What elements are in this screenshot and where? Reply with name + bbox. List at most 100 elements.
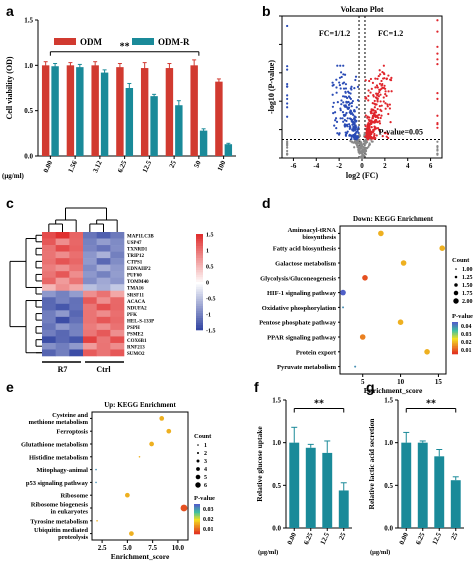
panel-c-heatmap-cell — [110, 297, 125, 305]
panel-a-bar — [100, 72, 109, 156]
panel-e-legend-p-step — [194, 513, 200, 515]
panel-c-colorbar-step — [196, 294, 203, 297]
panel-b-point — [384, 90, 387, 93]
panel-b-point — [370, 140, 373, 143]
panel-c-heatmap-cell — [69, 342, 84, 350]
panel-b-point — [371, 136, 375, 139]
panel-e-legend-p-step — [194, 525, 200, 527]
panel-a-y-tick-label: 0.0 — [24, 153, 33, 161]
panel-c-colorbar-label: -1 — [206, 313, 211, 319]
panel-c-heatmap-cell — [69, 258, 84, 265]
panel-c-heatmap-cell — [42, 277, 56, 285]
panel-b-point — [332, 112, 335, 115]
panel-b-point — [286, 94, 289, 97]
panel-e-legend-count-dot — [197, 444, 199, 446]
panel-b-point — [347, 90, 350, 93]
panel-c-gene-label: TMA16 — [127, 287, 144, 292]
panel-c-heatmap-cell — [96, 271, 111, 278]
panel-c-colorbar-step — [196, 248, 203, 252]
panel-c-colorbar-step — [196, 282, 203, 285]
panel-f-y-tick-label: 0.5 — [272, 482, 281, 490]
panel-d-legend-count-dot — [454, 283, 458, 287]
panel-b-point — [341, 111, 345, 114]
panel-c-colorbar-step — [196, 298, 203, 302]
panel-c-heatmap-cell — [96, 310, 111, 318]
panel-c-heatmap-cell — [69, 297, 84, 305]
panel-c-colorbar-step — [196, 315, 203, 319]
panel-b-point — [373, 106, 376, 109]
panel-a-x-tick-label: 6.25 — [116, 159, 129, 174]
panel-b-point — [346, 117, 349, 120]
panel-b-point — [358, 134, 361, 137]
panel-e-category-label: Histidine metabolism — [29, 454, 89, 461]
panel-d-legend-p-step — [452, 350, 458, 353]
panel-d-legend-count-label: 1.75 — [462, 291, 473, 297]
panel-b-point — [340, 103, 343, 106]
panel-d-dot — [400, 260, 407, 266]
panel-b-point — [352, 129, 355, 132]
panel-b-point — [436, 145, 439, 149]
panel-g-lactic-acid: 0.0 0.5 1.0 1.5 Relative lactic acid secreti… — [367, 397, 464, 556]
panel-f-y-axis-label: Relative glucose uptake — [255, 426, 264, 502]
panel-g-x-tick-label: 12.5 — [431, 531, 444, 546]
panel-e-legend-p-step — [194, 507, 200, 509]
panel-b-point — [344, 83, 348, 86]
panel-b-point — [353, 140, 356, 143]
panel-c-heatmap-cell — [83, 277, 97, 285]
panel-c-heatmap-cell — [55, 316, 70, 324]
panel-e-dot — [180, 504, 188, 512]
panel-c-colorbar-step — [196, 325, 203, 328]
panel-c-colorbar-step — [196, 265, 203, 268]
panel-f-glucose-uptake: 0.0 0.5 1.0 1.5 Relative glucose uptake 0.00 6… — [255, 397, 352, 556]
panel-b-point — [384, 132, 387, 135]
panel-b-point — [365, 135, 369, 138]
panel-f-bar — [305, 447, 316, 528]
panel-b-point — [360, 144, 363, 147]
panel-b-point — [364, 142, 367, 145]
panel-b-point — [380, 79, 383, 83]
panel-b-point — [331, 105, 334, 108]
panel-c-heatmap-cell — [69, 245, 84, 252]
panel-b-point — [332, 83, 335, 86]
panel-b-point — [351, 140, 354, 143]
panel-b-point — [373, 114, 376, 118]
panel-c-heatmap-cell — [83, 258, 97, 265]
panel-b-x-tick-label: 6 — [429, 162, 433, 170]
panel-c-heatmap-cell — [96, 277, 111, 285]
panel-b-point — [286, 146, 289, 149]
panel-b-point — [371, 116, 374, 119]
panel-e-category-label: Ferroptosis — [56, 429, 88, 436]
panel-c-heatmap-cell — [69, 284, 84, 292]
panel-b-point — [355, 143, 359, 147]
panel-e-legend-p-step — [194, 531, 200, 533]
panel-c-heatmap-cell — [96, 303, 111, 311]
panel-c-heatmap-cell — [110, 284, 125, 292]
panel-d-legend-p-step — [452, 322, 458, 324]
panel-b-annotation-fc-low: FC=1/1.2 — [319, 29, 350, 38]
panel-a-y-tick-label: 1.5 — [24, 17, 33, 25]
panel-b-point — [370, 126, 373, 129]
panel-a-significance-label: ** — [120, 42, 130, 53]
panel-b-point — [353, 109, 356, 112]
panel-c-heatmap-cell — [42, 251, 56, 259]
panel-b-point — [339, 107, 342, 110]
panel-c-colorbar-step — [196, 260, 203, 264]
panel-c-colorbar-step — [196, 320, 203, 324]
panel-b-point — [436, 97, 439, 100]
panel-c-heatmap-cell — [69, 323, 84, 331]
panel-b-point — [364, 125, 367, 128]
panel-d-legend-count-label: 2.00 — [462, 299, 473, 305]
panel-b-point — [338, 83, 341, 87]
panel-b-point — [386, 103, 389, 106]
panel-g-bar — [450, 480, 461, 528]
panel-c-heatmap-cell — [55, 258, 70, 265]
panel-f-significance-label: ** — [314, 399, 324, 410]
panel-c-heatmap-cell — [42, 271, 56, 278]
panel-e-legend-count-dot — [196, 467, 200, 471]
panel-b-point — [383, 72, 386, 76]
panel-b-point — [343, 118, 346, 122]
panel-b-point — [380, 87, 383, 90]
panel-c-heatmap-cell — [42, 336, 56, 344]
panel-c-heatmap-cell — [55, 303, 70, 311]
panel-d-category-label: Protein export — [296, 349, 337, 356]
